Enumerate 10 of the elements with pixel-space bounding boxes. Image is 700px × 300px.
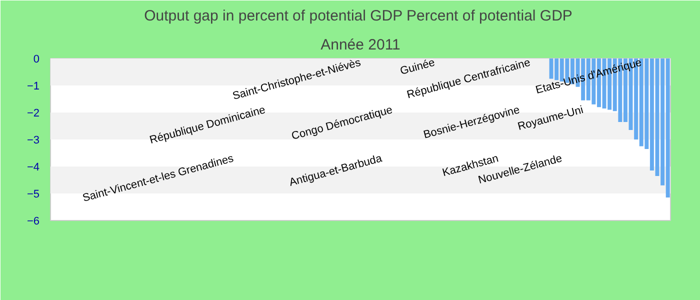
chart-subtitle: Année 2011 <box>320 36 400 54</box>
y-tick-label: −5 <box>26 188 40 200</box>
y-tick-label: −1 <box>26 80 40 92</box>
y-tick-label: −4 <box>26 162 40 174</box>
x-tick-label: Guinée <box>398 56 436 78</box>
y-tick-label: −2 <box>26 108 40 120</box>
chart-title: Output gap in percent of potential GDP Percent of potential GDP <box>144 8 572 24</box>
y-tick-label: −3 <box>26 134 40 146</box>
y-tick-label: 0 <box>33 54 40 66</box>
y-tick-label: −6 <box>26 216 40 228</box>
